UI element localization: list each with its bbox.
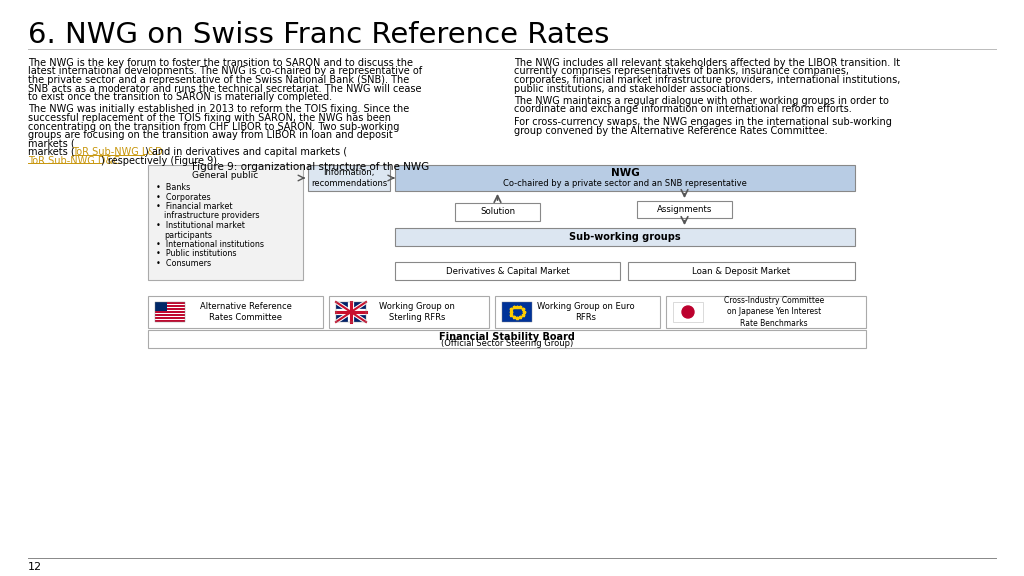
Bar	[155, 305, 185, 306]
Text: currently comprises representatives of banks, insurance companies,: currently comprises representatives of b…	[514, 66, 849, 77]
Text: latest international developments. The NWG is co-chaired by a representative of: latest international developments. The N…	[28, 66, 422, 77]
Text: Assignments: Assignments	[656, 205, 712, 214]
Text: Cross-Industry Committee
on Japanese Yen Interest
Rate Benchmarks: Cross-Industry Committee on Japanese Yen…	[724, 297, 824, 328]
Bar	[336, 302, 366, 322]
Bar	[155, 311, 185, 313]
Text: to exist once the transition to SARON is materially completed.: to exist once the transition to SARON is…	[28, 92, 332, 102]
Bar	[673, 302, 703, 322]
Bar	[155, 314, 185, 316]
Text: •  Banks: • Banks	[156, 183, 190, 192]
Bar	[666, 296, 866, 328]
Text: Co-chaired by a private sector and an SNB representative: Co-chaired by a private sector and an SN…	[503, 180, 746, 188]
Bar	[308, 165, 390, 191]
Bar	[455, 203, 540, 221]
Text: SNB acts as a moderator and runs the technical secretariat. The NWG will cease: SNB acts as a moderator and runs the tec…	[28, 84, 422, 93]
Text: 12: 12	[28, 562, 42, 572]
Bar	[502, 302, 532, 322]
Bar	[155, 319, 185, 320]
Text: Alternative Reference
Rates Committee: Alternative Reference Rates Committee	[200, 302, 292, 322]
Text: •  Corporates: • Corporates	[156, 192, 211, 202]
Text: Solution: Solution	[480, 207, 515, 217]
Text: Financial Stability Board: Financial Stability Board	[439, 332, 574, 342]
Text: Derivatives & Capital Market: Derivatives & Capital Market	[445, 267, 569, 275]
Text: Working Group on Euro
RFRs: Working Group on Euro RFRs	[537, 302, 634, 322]
Text: infrastructure providers: infrastructure providers	[164, 211, 259, 221]
Text: General public: General public	[193, 171, 259, 180]
Text: 6. NWG on Swiss Franc Reference Rates: 6. NWG on Swiss Franc Reference Rates	[28, 21, 609, 49]
Circle shape	[682, 306, 694, 318]
Text: •  Financial market: • Financial market	[156, 202, 232, 211]
Text: NWG: NWG	[610, 168, 639, 178]
Bar	[148, 330, 866, 348]
Text: corporates, financial market infrastructure providers, international institution: corporates, financial market infrastruct…	[514, 75, 900, 85]
Text: •  Consumers: • Consumers	[156, 259, 211, 268]
Bar	[395, 165, 855, 191]
Text: Information,
recommendations: Information, recommendations	[311, 168, 387, 188]
Text: The NWG includes all relevant stakeholders affected by the LIBOR transition. It: The NWG includes all relevant stakeholde…	[514, 58, 900, 68]
Text: ToR Sub-NWG L&D: ToR Sub-NWG L&D	[72, 147, 163, 157]
Text: coordinate and exchange information on international reform efforts.: coordinate and exchange information on i…	[514, 104, 852, 115]
Bar	[155, 304, 185, 305]
Bar	[155, 302, 185, 322]
Text: ToR Sub-NWG D&C: ToR Sub-NWG D&C	[28, 156, 120, 165]
Bar	[155, 320, 185, 322]
Bar	[336, 302, 366, 322]
Bar	[155, 310, 185, 311]
Bar	[637, 201, 732, 218]
Bar	[329, 296, 489, 328]
Bar	[155, 306, 185, 308]
Bar	[395, 262, 620, 280]
Text: •  Institutional market: • Institutional market	[156, 221, 245, 230]
Text: For cross-currency swaps, the NWG engages in the international sub-working: For cross-currency swaps, the NWG engage…	[514, 117, 892, 127]
Bar	[155, 302, 167, 311]
Bar	[148, 296, 323, 328]
Text: The NWG was initially established in 2013 to reform the TOIS fixing. Since the: The NWG was initially established in 201…	[28, 104, 410, 115]
Bar	[502, 302, 532, 322]
Bar	[155, 313, 185, 314]
Bar	[395, 228, 855, 246]
Bar	[155, 316, 185, 317]
Text: concentrating on the transition from CHF LIBOR to SARON. Two sub-working: concentrating on the transition from CHF…	[28, 122, 399, 131]
Text: groups are focusing on the transition away from LIBOR in loan and deposit: groups are focusing on the transition aw…	[28, 130, 393, 140]
Text: successful replacement of the TOIS fixing with SARON, the NWG has been: successful replacement of the TOIS fixin…	[28, 113, 391, 123]
Text: Figure 9: organizational structure of the NWG: Figure 9: organizational structure of th…	[193, 162, 429, 172]
Text: (Official Sector Steering Group): (Official Sector Steering Group)	[441, 339, 573, 347]
Bar	[495, 296, 660, 328]
Text: the private sector and a representative of the Swiss National Bank (SNB). The: the private sector and a representative …	[28, 75, 410, 85]
Text: Sub-working groups: Sub-working groups	[569, 232, 681, 242]
Text: group convened by the Alternative Reference Rates Committee.: group convened by the Alternative Refere…	[514, 126, 827, 135]
Text: ) respectively (Figure 9).: ) respectively (Figure 9).	[101, 156, 220, 165]
Text: public institutions, and stakeholder associations.: public institutions, and stakeholder ass…	[514, 84, 753, 93]
Bar	[148, 165, 303, 280]
Bar	[628, 262, 855, 280]
Text: markets (: markets (	[28, 147, 75, 157]
Text: Working Group on
Sterling RFRs: Working Group on Sterling RFRs	[379, 302, 455, 322]
Text: Loan & Deposit Market: Loan & Deposit Market	[692, 267, 791, 275]
Text: •  Public institutions: • Public institutions	[156, 249, 237, 259]
Bar	[155, 302, 185, 304]
Text: participants: participants	[164, 230, 212, 240]
Bar	[155, 317, 185, 319]
Text: •  International institutions: • International institutions	[156, 240, 264, 249]
Text: markets (: markets (	[28, 138, 75, 149]
Text: The NWG is the key forum to foster the transition to SARON and to discuss the: The NWG is the key forum to foster the t…	[28, 58, 413, 68]
Text: The NWG maintains a regular dialogue with other working groups in order to: The NWG maintains a regular dialogue wit…	[514, 96, 889, 106]
Bar	[155, 308, 185, 310]
Text: ) and in derivatives and capital markets (: ) and in derivatives and capital markets…	[145, 147, 347, 157]
